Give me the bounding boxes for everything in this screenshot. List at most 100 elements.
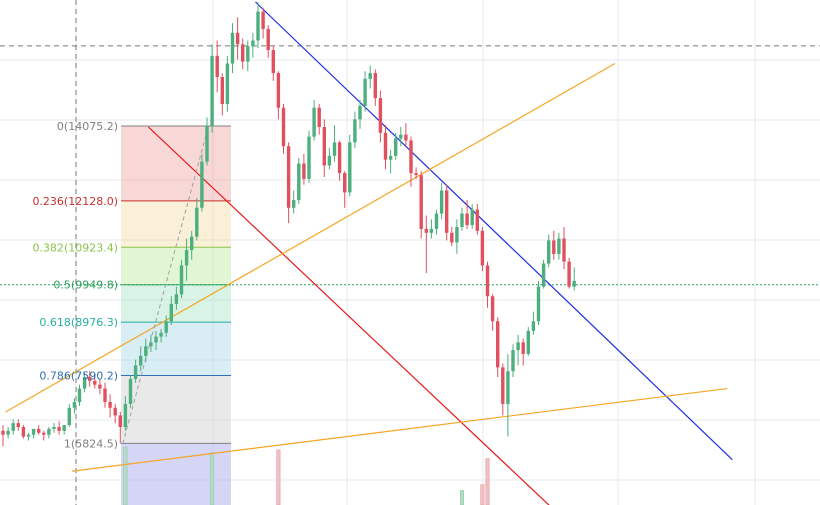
candle-body bbox=[108, 402, 112, 408]
trendline bbox=[71, 387, 728, 472]
candle-body bbox=[363, 78, 367, 106]
candle-body bbox=[409, 140, 413, 174]
candle-body bbox=[179, 265, 184, 295]
candle-body bbox=[404, 134, 408, 141]
candle-body bbox=[394, 138, 398, 156]
candle-body bbox=[37, 428, 41, 433]
candle-body bbox=[230, 32, 235, 64]
candle-body bbox=[358, 105, 362, 120]
trendline bbox=[5, 63, 616, 413]
candle-body bbox=[327, 155, 332, 166]
candle-body bbox=[332, 142, 337, 156]
candle-body bbox=[297, 163, 301, 201]
candle-body bbox=[113, 407, 117, 416]
candle-body bbox=[572, 280, 576, 287]
candle-body bbox=[307, 136, 311, 179]
fib-zone bbox=[121, 443, 231, 505]
candle-body bbox=[521, 342, 525, 354]
candle-body bbox=[57, 427, 61, 431]
candle-body bbox=[373, 73, 377, 99]
candle-body bbox=[26, 434, 31, 437]
fib-zone bbox=[121, 322, 231, 376]
trendlines bbox=[5, 1, 733, 505]
candle-body bbox=[93, 380, 97, 385]
candle-body bbox=[353, 119, 357, 143]
candle-body bbox=[399, 134, 403, 139]
candle-body bbox=[205, 126, 209, 162]
trendline bbox=[147, 126, 550, 505]
candle-body bbox=[200, 161, 204, 208]
volume-bar bbox=[485, 458, 490, 505]
candle-body bbox=[552, 240, 556, 254]
candle-body bbox=[128, 378, 133, 404]
candle-body bbox=[6, 430, 10, 435]
fib-level-label: 0.618(8976.3) bbox=[39, 316, 118, 329]
candle-body bbox=[220, 77, 224, 104]
fib-level-label: 1(5824.5) bbox=[64, 437, 118, 450]
candle-body bbox=[547, 240, 551, 264]
candle-body bbox=[256, 11, 260, 41]
candle-body bbox=[434, 213, 439, 229]
candle-body bbox=[139, 355, 143, 366]
candle-body bbox=[516, 342, 520, 351]
candle-body bbox=[47, 428, 51, 435]
candle-body bbox=[235, 32, 240, 45]
fib-level-label: 0.382(10923.4) bbox=[32, 241, 118, 254]
candle-body bbox=[169, 303, 173, 322]
fib-level-label: 0(14075.2) bbox=[57, 120, 118, 133]
candle-body bbox=[271, 50, 275, 74]
candle-body bbox=[292, 200, 296, 208]
candle-body bbox=[465, 213, 469, 226]
candle-body bbox=[210, 55, 214, 127]
candle-body bbox=[419, 175, 423, 229]
candle-body bbox=[490, 296, 495, 322]
candle-body bbox=[485, 265, 490, 297]
volume-bar bbox=[480, 484, 485, 505]
candle-body bbox=[103, 388, 107, 402]
candle-body bbox=[16, 423, 20, 427]
candle-body bbox=[348, 142, 352, 193]
candle-body bbox=[337, 142, 342, 174]
candle-body bbox=[144, 346, 148, 356]
volume-bar bbox=[123, 446, 128, 505]
candle-body bbox=[439, 190, 444, 214]
candle-body bbox=[251, 40, 255, 47]
candle-body bbox=[511, 350, 515, 372]
candle-body bbox=[21, 427, 26, 437]
candles bbox=[1, 2, 576, 447]
candle-body bbox=[536, 286, 541, 322]
candle-body bbox=[154, 336, 158, 343]
candle-body bbox=[261, 11, 265, 29]
candle-body bbox=[302, 163, 306, 179]
candle-body bbox=[506, 371, 510, 404]
candle-body bbox=[42, 432, 46, 435]
candle-body bbox=[286, 146, 291, 208]
candle-body bbox=[190, 236, 194, 251]
fib-zone bbox=[121, 200, 231, 248]
candle-body bbox=[383, 132, 388, 160]
candle-body bbox=[11, 423, 15, 431]
candle-body bbox=[82, 377, 87, 389]
candle-body bbox=[450, 232, 454, 243]
candle-body bbox=[322, 127, 326, 166]
candle-body bbox=[343, 173, 347, 193]
candle-body bbox=[424, 228, 428, 233]
candle-body bbox=[480, 230, 485, 266]
candle-body bbox=[567, 261, 571, 287]
candle-body bbox=[1, 430, 5, 435]
trendline bbox=[122, 125, 210, 444]
trendline bbox=[255, 1, 733, 461]
fib-level-label: 0.236(12128.0) bbox=[32, 195, 118, 208]
candle-body bbox=[31, 428, 36, 435]
fib-level-label: 0.786(7590.2) bbox=[39, 369, 118, 382]
candle-body bbox=[123, 403, 128, 427]
candle-body bbox=[149, 342, 153, 347]
candle-body bbox=[241, 44, 245, 62]
candle-body bbox=[164, 321, 168, 333]
candle-body bbox=[225, 63, 230, 104]
volume-bars bbox=[123, 446, 490, 505]
candle-body bbox=[52, 427, 56, 429]
candle-body bbox=[174, 294, 179, 304]
volume-bar bbox=[210, 452, 215, 505]
